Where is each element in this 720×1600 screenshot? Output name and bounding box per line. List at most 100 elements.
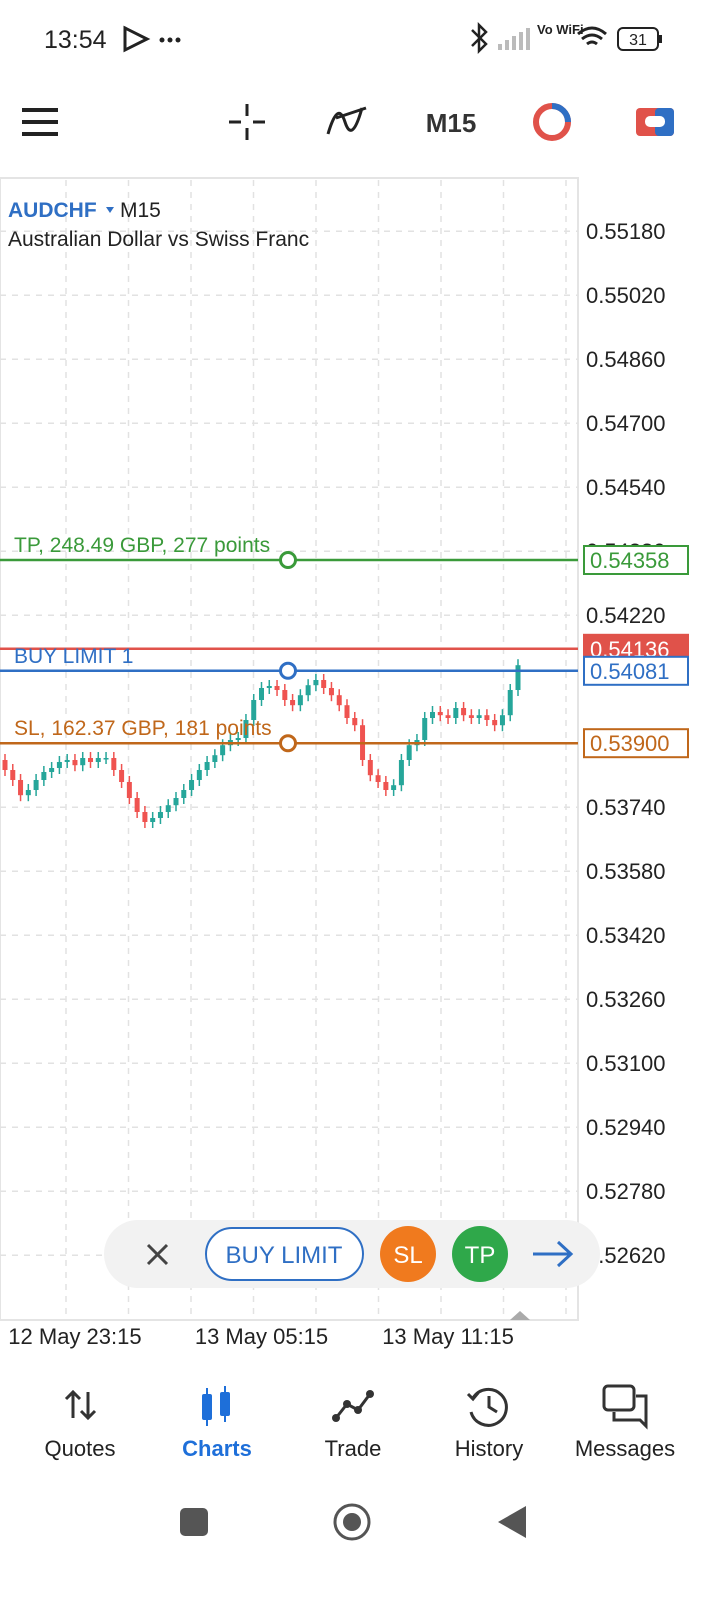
candle-body [266, 686, 272, 688]
level-label[interactable]: BUY LIMIT 1 [14, 645, 133, 668]
next-button[interactable] [533, 1240, 574, 1268]
wifi-icon [577, 26, 607, 46]
close-order-button[interactable] [146, 1243, 169, 1266]
timeframe-button[interactable]: M15 [426, 108, 477, 138]
tp-button[interactable] [452, 1226, 508, 1282]
candle-body [282, 690, 288, 700]
candle-body [251, 700, 257, 720]
price-box-label: 0.54358 [590, 548, 670, 573]
candle-body [391, 785, 397, 790]
nav-label[interactable]: History [455, 1436, 523, 1461]
battery-tip [659, 35, 662, 43]
price-box-label: 0.53900 [590, 731, 670, 756]
candle-body [406, 745, 412, 760]
y-tick-label: 0.52780 [586, 1179, 666, 1204]
symbol[interactable]: AUDCHF [8, 199, 97, 222]
battery-level: 31 [629, 32, 647, 49]
signal-icon [498, 28, 530, 50]
candle-body [336, 695, 342, 706]
candle-body [290, 700, 296, 706]
candle-body [328, 688, 334, 696]
candle-body [243, 720, 249, 738]
indicators-button[interactable] [326, 106, 367, 135]
home-button[interactable] [333, 1503, 371, 1541]
candle-body [499, 715, 505, 726]
overlay: TP, 248.49 GBP, 277 points BUY LIMIT 1 SL,… [0, 534, 689, 759]
messages-icon[interactable] [602, 1384, 648, 1430]
candle-body [111, 758, 117, 770]
play-icon [123, 25, 151, 53]
candle-body [80, 758, 86, 766]
trade-icon[interactable] [332, 1390, 374, 1422]
trading-button[interactable] [533, 103, 571, 141]
y-tick-label: 0.54860 [586, 347, 666, 372]
y-tick-label: 0.53420 [586, 923, 666, 948]
candle-body [18, 780, 24, 796]
candle-body [476, 715, 482, 718]
level-label[interactable]: TP, 248.49 GBP, 277 points [14, 534, 270, 557]
candle-body [181, 790, 187, 798]
price-box-label: 0.54081 [590, 659, 670, 684]
chart-timeframe: M15 [120, 199, 161, 222]
charts-icon[interactable] [202, 1386, 230, 1426]
candle-body [173, 798, 179, 806]
candle-body [150, 818, 156, 822]
more-dots [159, 37, 181, 43]
nav-label[interactable]: Quotes [45, 1436, 116, 1461]
candle-body [430, 712, 435, 718]
recents-button[interactable] [180, 1508, 208, 1536]
y-tick-label: 0.52940 [586, 1115, 666, 1140]
level-handle[interactable] [279, 661, 297, 680]
nav-label[interactable]: Messages [575, 1436, 675, 1461]
y-tick-label: 0.53740 [586, 795, 666, 820]
sl-button[interactable] [380, 1226, 436, 1282]
scroll-marker[interactable] [510, 1311, 530, 1320]
candle-body [119, 770, 125, 782]
candle-body [33, 780, 39, 790]
candle-body [95, 758, 101, 762]
candle-body [398, 760, 404, 786]
status-time: 13:54 [44, 26, 107, 54]
nav-label[interactable]: Trade [325, 1436, 382, 1461]
level-handle[interactable] [279, 734, 297, 753]
order-type[interactable]: BUY LIMIT [226, 1242, 343, 1269]
order-type-button[interactable] [205, 1227, 364, 1281]
candle-body [10, 770, 16, 780]
candle-body [461, 708, 467, 716]
candle-body [352, 718, 358, 726]
crosshair-button[interactable] [229, 104, 265, 140]
y-tick-label: 0.55020 [586, 283, 666, 308]
menu-button[interactable] [22, 108, 58, 136]
quotes-icon[interactable] [64, 1389, 97, 1421]
back-button[interactable] [498, 1506, 526, 1538]
sl-label[interactable]: SL [393, 1242, 422, 1269]
candle-body [196, 770, 202, 780]
candle-body [313, 680, 319, 686]
x-tick-label: 12 May 23:15 [8, 1324, 141, 1349]
bluetooth-icon [471, 21, 488, 55]
candle-body [134, 798, 140, 812]
tp-label[interactable]: TP [465, 1242, 496, 1269]
candle-body [375, 775, 381, 782]
candle-body [453, 708, 459, 718]
candle-body [103, 758, 109, 760]
candle-body [445, 715, 451, 718]
candle-body [344, 705, 350, 718]
candle-body [383, 782, 389, 790]
candle-body [220, 745, 226, 756]
candle-body [41, 772, 47, 780]
y-tick-label: 0.53100 [586, 1051, 666, 1076]
y-tick-label: 0.53260 [586, 987, 666, 1012]
candle-body [492, 720, 498, 726]
y-tick-label: 0.54220 [586, 603, 666, 628]
nav-label[interactable]: Charts [182, 1436, 252, 1461]
candle-body [321, 680, 327, 688]
candle-body [297, 695, 303, 706]
symbol-dropdown[interactable] [106, 207, 114, 213]
candle-body [204, 762, 210, 770]
level-handle[interactable] [279, 551, 297, 569]
one-click-button[interactable] [636, 108, 674, 136]
history-icon[interactable] [466, 1387, 508, 1427]
level-label[interactable]: SL, 162.37 GBP, 181 points [14, 717, 272, 740]
